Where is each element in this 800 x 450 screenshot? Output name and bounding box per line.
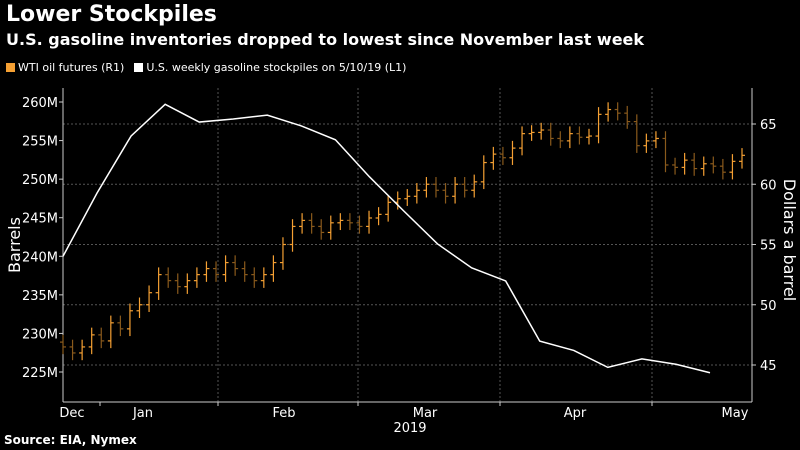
left-tick-label: 240M: [22, 250, 58, 265]
x-tick-label: May: [722, 406, 749, 421]
left-tick-label: 260M: [22, 96, 58, 111]
x-tick-label: Feb: [272, 406, 295, 421]
legend-swatch-gasoline: [134, 63, 144, 72]
left-tick-label: 245M: [22, 212, 58, 227]
right-tick-label: 60: [760, 178, 777, 193]
right-tick-label: 50: [760, 299, 777, 314]
legend-label-oil: WTI oil futures (R1): [18, 61, 125, 74]
source-note: Source: EIA, Nymex: [4, 433, 137, 447]
chart-title: Lower Stockpiles: [6, 2, 217, 27]
right-tick-label: 65: [760, 118, 777, 133]
right-tick-label: 55: [760, 239, 777, 254]
legend-swatch-oil: [6, 63, 15, 72]
right-axis-title: Dollars a barrel: [780, 179, 799, 301]
legend-item-gasoline: U.S. weekly gasoline stockpiles on 5/10/…: [134, 61, 406, 74]
legend-label-gasoline: U.S. weekly gasoline stockpiles on 5/10/…: [146, 61, 407, 74]
left-tick-label: 235M: [22, 289, 58, 304]
left-tick-label: 255M: [22, 135, 58, 150]
legend-item-oil: WTI oil futures (R1): [6, 61, 124, 74]
left-axis-title: Barrels: [5, 217, 24, 273]
chart-subtitle: U.S. gasoline inventories dropped to low…: [6, 30, 645, 49]
left-tick-label: 230M: [22, 327, 58, 342]
left-tick-label: 225M: [22, 366, 58, 381]
legend: WTI oil futures (R1) U.S. weekly gasolin…: [6, 61, 406, 74]
x-tick-label: Dec: [59, 406, 84, 421]
right-tick-label: 45: [760, 359, 777, 374]
gasoline-line: [62, 103, 711, 374]
x-tick-label: Jan: [132, 406, 153, 421]
x-year-label: 2019: [393, 421, 426, 436]
x-tick-label: Mar: [413, 406, 438, 421]
x-tick-label: Apr: [564, 406, 587, 421]
left-tick-label: 250M: [22, 173, 58, 188]
